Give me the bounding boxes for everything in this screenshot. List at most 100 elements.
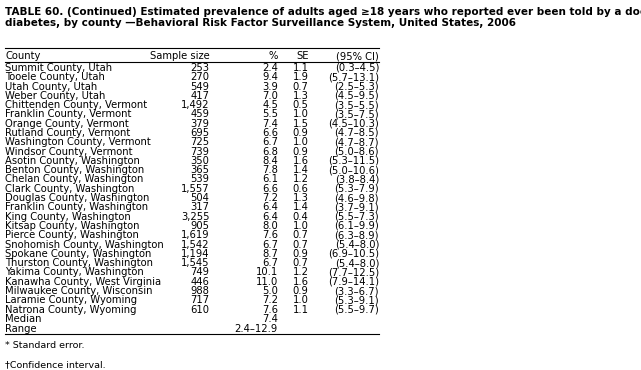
Text: (5.4–8.0): (5.4–8.0) [335,240,379,250]
Text: %: % [269,51,278,61]
Text: 539: 539 [190,175,210,185]
Text: 379: 379 [190,119,210,129]
Text: 7.4: 7.4 [262,119,278,129]
Text: (4.5–10.3): (4.5–10.3) [328,119,379,129]
Text: (2.5–5.3): (2.5–5.3) [335,81,379,91]
Text: Franklin County, Vermont: Franklin County, Vermont [5,110,131,120]
Text: 1.1: 1.1 [292,305,308,314]
Text: 1.2: 1.2 [292,175,308,185]
Text: 3,255: 3,255 [181,212,210,222]
Text: Franklin County, Washington: Franklin County, Washington [5,202,148,212]
Text: Summit County, Utah: Summit County, Utah [5,63,112,73]
Text: 1,619: 1,619 [181,230,210,240]
Text: 1.4: 1.4 [293,202,308,212]
Text: (95% CI): (95% CI) [337,51,379,61]
Text: (3.8–8.4): (3.8–8.4) [335,175,379,185]
Text: (4.7–8.7): (4.7–8.7) [335,137,379,147]
Text: (5.4–8.0): (5.4–8.0) [335,258,379,268]
Text: 7.6: 7.6 [262,305,278,314]
Text: 0.7: 0.7 [293,240,308,250]
Text: 1,557: 1,557 [181,184,210,194]
Text: 1.9: 1.9 [292,72,308,82]
Text: 0.7: 0.7 [293,258,308,268]
Text: 2.4: 2.4 [262,63,278,73]
Text: 749: 749 [190,268,210,278]
Text: County: County [5,51,40,61]
Text: (7.7–12.5): (7.7–12.5) [328,268,379,278]
Text: Milwaukee County, Wisconsin: Milwaukee County, Wisconsin [5,286,153,296]
Text: 1.3: 1.3 [293,193,308,203]
Text: 6.6: 6.6 [262,184,278,194]
Text: Kanawha County, West Virginia: Kanawha County, West Virginia [5,277,162,287]
Text: 610: 610 [190,305,210,314]
Text: Chittenden County, Vermont: Chittenden County, Vermont [5,100,147,110]
Text: 1.0: 1.0 [293,221,308,231]
Text: (5.0–8.6): (5.0–8.6) [335,147,379,157]
Text: 253: 253 [190,63,210,73]
Text: 8.0: 8.0 [262,221,278,231]
Text: Yakima County, Washington: Yakima County, Washington [5,268,144,278]
Text: (3.5–7.5): (3.5–7.5) [335,110,379,120]
Text: 5.0: 5.0 [262,286,278,296]
Text: 7.0: 7.0 [262,91,278,101]
Text: (5.3–9.1): (5.3–9.1) [335,295,379,305]
Text: 6.7: 6.7 [262,240,278,250]
Text: 1.3: 1.3 [293,91,308,101]
Text: SE: SE [296,51,308,61]
Text: 504: 504 [190,193,210,203]
Text: (3.7–9.1): (3.7–9.1) [335,202,379,212]
Text: 6.7: 6.7 [262,258,278,268]
Text: 446: 446 [190,277,210,287]
Text: 1.0: 1.0 [293,295,308,305]
Text: 1,492: 1,492 [181,100,210,110]
Text: 459: 459 [190,110,210,120]
Text: Range: Range [5,324,37,334]
Text: (7.9–14.1): (7.9–14.1) [328,277,379,287]
Text: (4.5–9.5): (4.5–9.5) [335,91,379,101]
Text: 4.5: 4.5 [262,100,278,110]
Text: 6.4: 6.4 [262,212,278,222]
Text: 0.6: 0.6 [293,184,308,194]
Text: Spokane County, Washington: Spokane County, Washington [5,249,151,259]
Text: 6.7: 6.7 [262,137,278,147]
Text: Clark County, Washington: Clark County, Washington [5,184,135,194]
Text: Sample size: Sample size [149,51,210,61]
Text: 1,545: 1,545 [181,258,210,268]
Text: Pierce County, Washington: Pierce County, Washington [5,230,139,240]
Text: 5.5: 5.5 [262,110,278,120]
Text: 7.2: 7.2 [262,193,278,203]
Text: 1.2: 1.2 [292,268,308,278]
Text: 9.4: 9.4 [262,72,278,82]
Text: 1.6: 1.6 [292,277,308,287]
Text: Washington County, Vermont: Washington County, Vermont [5,137,151,147]
Text: 0.9: 0.9 [293,147,308,157]
Text: 10.1: 10.1 [256,268,278,278]
Text: (4.7–8.5): (4.7–8.5) [335,128,379,138]
Text: 7.4: 7.4 [262,314,278,324]
Text: 0.7: 0.7 [293,81,308,91]
Text: 988: 988 [190,286,210,296]
Text: (6.1–9.9): (6.1–9.9) [335,221,379,231]
Text: 1.6: 1.6 [292,156,308,166]
Text: Tooele County, Utah: Tooele County, Utah [5,72,105,82]
Text: 6.8: 6.8 [262,147,278,157]
Text: (5.3–7.9): (5.3–7.9) [335,184,379,194]
Text: 0.9: 0.9 [293,128,308,138]
Text: Median: Median [5,314,42,324]
Text: (0.3–4.5): (0.3–4.5) [335,63,379,73]
Text: (5.0–10.6): (5.0–10.6) [328,165,379,175]
Text: 1.0: 1.0 [293,137,308,147]
Text: 7.8: 7.8 [262,165,278,175]
Text: (6.3–8.9): (6.3–8.9) [335,230,379,240]
Text: 0.7: 0.7 [293,230,308,240]
Text: 905: 905 [190,221,210,231]
Text: 0.5: 0.5 [293,100,308,110]
Text: Windsor County, Vermont: Windsor County, Vermont [5,147,133,157]
Text: 0.4: 0.4 [293,212,308,222]
Text: 317: 317 [190,202,210,212]
Text: 2.4–12.9: 2.4–12.9 [235,324,278,334]
Text: 6.1: 6.1 [262,175,278,185]
Text: 7.2: 7.2 [262,295,278,305]
Text: Orange County, Vermont: Orange County, Vermont [5,119,129,129]
Text: 270: 270 [190,72,210,82]
